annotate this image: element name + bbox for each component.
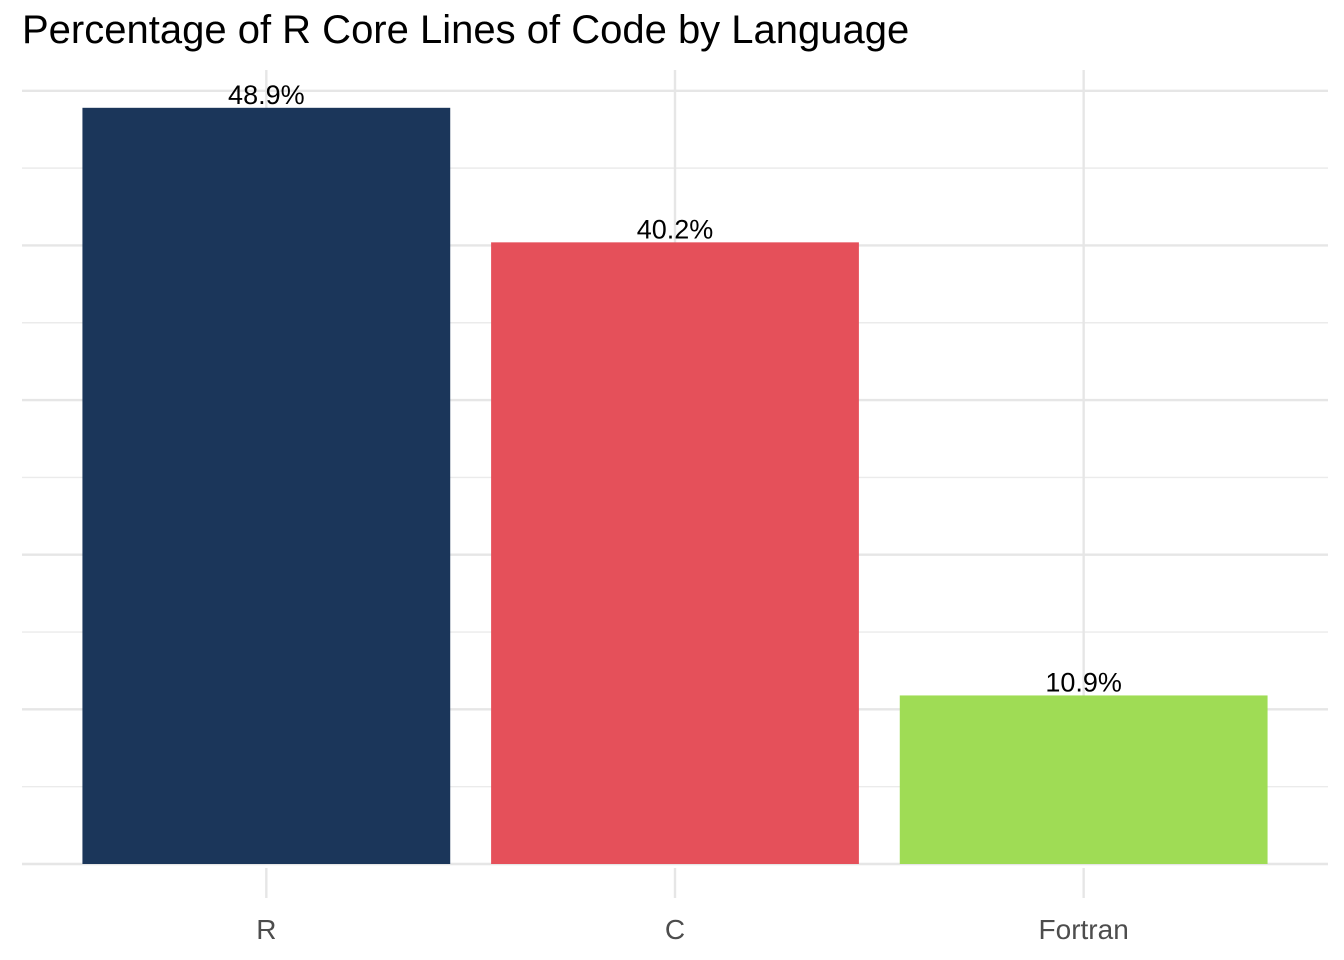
data-label-c: 40.2% [637, 214, 714, 244]
x-tick-label-fortran: Fortran [1039, 914, 1129, 945]
bar-r [82, 107, 451, 865]
x-axis-ticks [265, 868, 1085, 898]
x-tick-label-c: C [665, 914, 685, 945]
data-label-fortran: 10.9% [1045, 667, 1122, 697]
data-labels: 48.9% 40.2% 10.9% [228, 80, 1122, 698]
x-tick-label-r: R [256, 914, 276, 945]
bars [82, 107, 1268, 865]
x-axis-tick-labels: R C Fortran [256, 914, 1129, 945]
bar-fortran [899, 695, 1268, 864]
chart-title: Percentage of R Core Lines of Code by La… [22, 8, 910, 52]
bar-c [491, 242, 859, 864]
data-label-r: 48.9% [228, 80, 305, 110]
